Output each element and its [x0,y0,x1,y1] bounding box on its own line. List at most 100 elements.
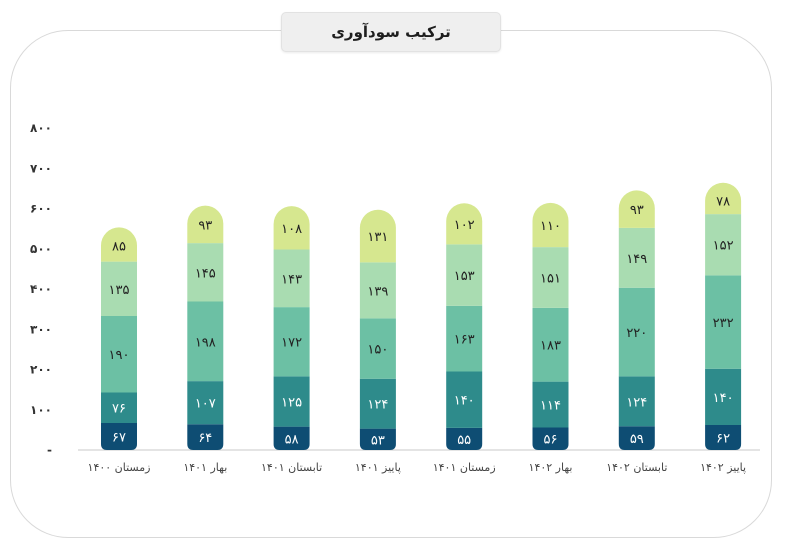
bar-segment [532,307,569,382]
bar-value-label: ۱۱۰ [540,219,561,234]
bar-segment [618,376,655,427]
bar-value-label: ۸۵ [112,239,126,254]
x-tick-label: زمستان ۱۴۰۱ [433,461,496,474]
bar-segment [101,392,137,424]
bar-segment [705,368,742,426]
bar-segment [359,428,396,450]
y-tick-label: ۲۰۰ [30,363,52,377]
bar-segment [273,249,310,308]
bar-value-label: ۱۷۲ [281,336,302,351]
bar-stack: ۵۳ ۱۲۴ ۱۵۰ ۱۳۹ ۱۳۱ [359,209,396,450]
bar-value-label: ۵۹ [630,432,644,447]
bar-segment [446,427,483,450]
bar-segment [187,301,224,382]
bar-value-label: ۱۴۳ [281,272,302,287]
bar-stack: ۶۷ ۷۶ ۱۹۰ ۱۳۵ ۸۵ [101,227,137,450]
bar-segment [101,227,137,262]
bar-value-label: ۱۹۸ [195,335,216,350]
bar-segment [101,315,137,393]
x-tick-label: بهار ۱۴۰۱ [183,461,227,474]
y-tick-label: ۴۰۰ [30,282,52,296]
bar-segment [273,426,310,450]
bar-value-label: ۱۰۷ [195,397,216,412]
bar-segment [618,227,655,288]
bar-value-label: ۱۳۹ [367,284,388,299]
bar-segment [532,202,569,248]
x-tick-label: تابستان ۱۴۰۲ [606,461,667,474]
x-tick-label: بهار ۱۴۰۲ [529,461,573,474]
bar-value-label: ۵۸ [285,432,299,447]
bar-value-label: ۵۶ [544,433,558,448]
bar-value-label: ۶۴ [198,431,212,446]
bar-segment [273,307,310,377]
bar-value-label: ۶۲ [716,432,730,447]
bar-stack: ۵۶ ۱۱۴ ۱۸۳ ۱۵۱ ۱۱۰ [532,202,569,450]
bar-value-label: ۱۲۴ [626,395,647,410]
bar-segment [187,424,224,450]
y-tick-label: ۵۰۰ [30,242,52,256]
bar-value-label: ۱۶۳ [454,333,475,348]
bar-segment [446,244,483,306]
bar-segment [273,206,310,250]
bar-segment [187,205,224,244]
bar-segment [618,426,655,450]
bar-segment [705,182,742,215]
bar-segment [359,209,396,263]
bar-segment [187,381,224,425]
bar-value-label: ۷۶ [112,402,126,417]
bar-segment [705,275,742,369]
bar-segment [359,262,396,319]
bar-segment [618,190,655,228]
bar-value-label: ۹۳ [198,218,212,233]
x-tick-label: زمستان ۱۴۰۰ [88,461,151,474]
y-tick-label: - [47,443,52,457]
bar-value-label: ۵۵ [457,433,471,448]
bar-value-label: ۱۲۴ [367,398,388,413]
bar-segment [446,371,483,428]
bar-value-label: ۵۳ [371,433,385,448]
bar-stack: ۵۸ ۱۲۵ ۱۷۲ ۱۴۳ ۱۰۸ [273,206,310,450]
bar-value-label: ۹۳ [630,203,644,218]
bar-value-label: ۱۰۲ [454,218,475,233]
bar-value-label: ۱۳۱ [367,230,388,245]
bar-value-label: ۱۰۸ [281,222,302,237]
bar-segment [705,425,742,450]
bar-value-label: ۱۴۰ [454,394,475,409]
bar-value-label: ۲۲۰ [626,326,647,341]
bar-segment [359,318,396,379]
bar-value-label: ۱۲۵ [281,395,302,410]
bar-value-label: ۱۴۵ [195,266,216,281]
bar-stack: ۵۵ ۱۴۰ ۱۶۳ ۱۵۳ ۱۰۲ [446,203,483,450]
bar-segment [446,203,483,245]
bar-value-label: ۱۸۳ [540,339,561,354]
bar-segment [273,376,310,427]
bar-value-label: ۷۸ [716,195,730,210]
bar-value-label: ۱۹۰ [109,348,130,363]
bar-segment [187,243,224,302]
bar-segment [705,214,742,276]
bar-value-label: ۶۷ [112,431,126,446]
bar-stack: ۵۹ ۱۲۴ ۲۲۰ ۱۴۹ ۹۳ [618,190,655,450]
x-tick-label: پاییز ۱۴۰۲ [700,461,746,474]
bar-value-label: ۱۳۵ [109,283,130,298]
bar-value-label: ۱۵۳ [454,269,475,284]
bar-segment [446,305,483,372]
bar-segment [532,427,569,450]
bar-segment [618,287,655,377]
bar-value-label: ۱۵۲ [713,239,734,254]
chart-title: ترکیب سودآوری [281,12,501,52]
bar-segment [359,378,396,429]
bar-value-label: ۱۵۱ [540,272,561,287]
bar-stack: ۶۴ ۱۰۷ ۱۹۸ ۱۴۵ ۹۳ [187,205,224,450]
bar-value-label: ۱۴۰ [713,391,734,406]
bar-value-label: ۱۵۰ [367,343,388,358]
x-tick-label: تابستان ۱۴۰۱ [261,461,322,474]
bar-segment [101,261,137,316]
y-tick-label: ۳۰۰ [30,322,52,336]
bar-segment [101,423,137,450]
bar-value-label: ۱۴۹ [626,252,647,267]
y-tick-label: ۱۰۰ [30,403,52,417]
y-tick-label: ۷۰۰ [30,161,52,175]
bar-value-label: ۱۱۴ [540,399,561,414]
